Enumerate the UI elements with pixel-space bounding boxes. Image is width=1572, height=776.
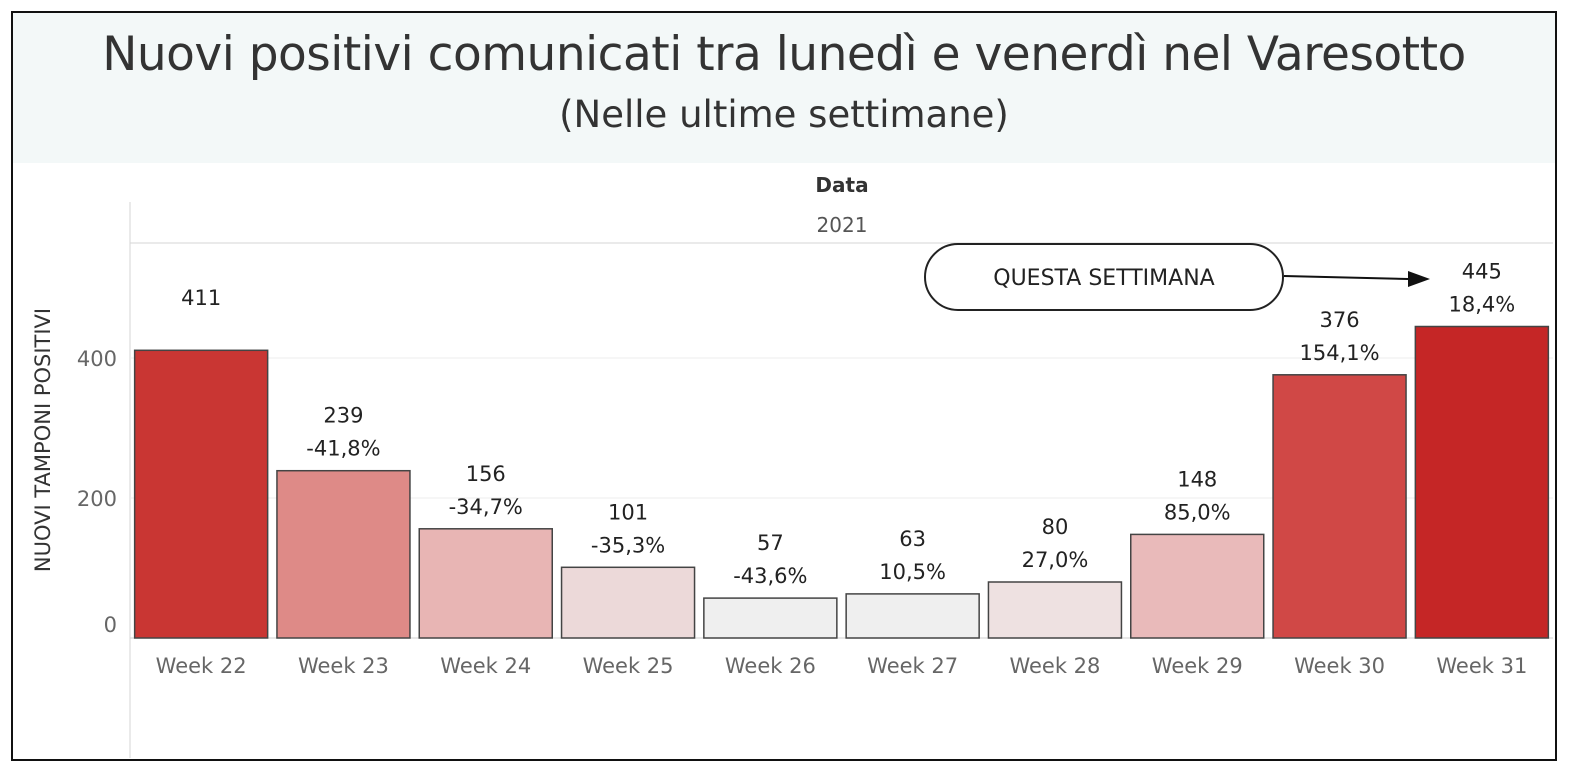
data-label-value: 57 [757, 531, 784, 555]
data-label-value: 101 [608, 500, 648, 524]
x-tick-label: Week 25 [583, 654, 674, 678]
x-tick-label: Week 29 [1152, 654, 1243, 678]
data-label-pct: 85,0% [1164, 500, 1231, 524]
bar [1414, 325, 1550, 639]
data-label-value: 376 [1320, 308, 1360, 332]
data-label-pct: -35,3% [591, 533, 665, 557]
y-tick-label: 0 [104, 613, 117, 637]
y-axis-label: NUOVI TAMPONI POSITIVI [31, 308, 55, 572]
x-tick-label: Week 22 [156, 654, 247, 678]
data-label-pct: 18,4% [1448, 293, 1515, 317]
column-header-year: 2021 [817, 213, 868, 237]
data-label-value: 148 [1177, 467, 1217, 491]
data-label-value: 80 [1042, 515, 1069, 539]
data-label-value: 411 [181, 286, 221, 310]
callout-arrow-line [1283, 275, 1409, 280]
column-header-label: Data [815, 173, 868, 197]
bar [1130, 533, 1265, 639]
data-label-pct: 27,0% [1022, 548, 1089, 572]
bar [987, 581, 1123, 639]
bar [845, 593, 980, 639]
data-label-value: 156 [466, 462, 506, 486]
x-tick-label: Week 27 [867, 654, 958, 678]
bar [703, 597, 838, 639]
data-label-value: 239 [323, 404, 363, 428]
callout-label: QUESTA SETTIMANA [993, 266, 1214, 291]
x-tick-label: Week 31 [1436, 654, 1527, 678]
data-label-pct: -41,8% [306, 437, 380, 461]
chart-subtitle: (Nelle ultime settimane) [559, 93, 1009, 136]
chart-title: Nuovi positivi comunicati tra lunedì e v… [102, 27, 1466, 82]
x-tick-label: Week 30 [1294, 654, 1385, 678]
bar [133, 349, 269, 639]
x-tick-label: Week 23 [298, 654, 389, 678]
data-label-pct: 10,5% [879, 560, 946, 584]
bar [1272, 374, 1407, 639]
y-tick-label: 200 [77, 487, 117, 511]
data-label-pct: 154,1% [1300, 341, 1380, 365]
data-label-value: 63 [899, 527, 926, 551]
title-band: Nuovi positivi comunicati tra lunedì e v… [13, 13, 1555, 163]
data-label-pct: -43,6% [733, 564, 807, 588]
bar [276, 469, 411, 639]
x-tick-label: Week 24 [440, 654, 531, 678]
bar [560, 566, 696, 639]
bar [418, 528, 553, 639]
y-tick-label: 400 [77, 347, 117, 371]
data-label-value: 445 [1462, 260, 1502, 284]
x-tick-label: Week 28 [1009, 654, 1100, 678]
callout-arrowhead [1408, 271, 1430, 287]
x-tick-label: Week 26 [725, 654, 816, 678]
data-label-pct: -34,7% [449, 495, 523, 519]
callout-box [924, 243, 1284, 311]
